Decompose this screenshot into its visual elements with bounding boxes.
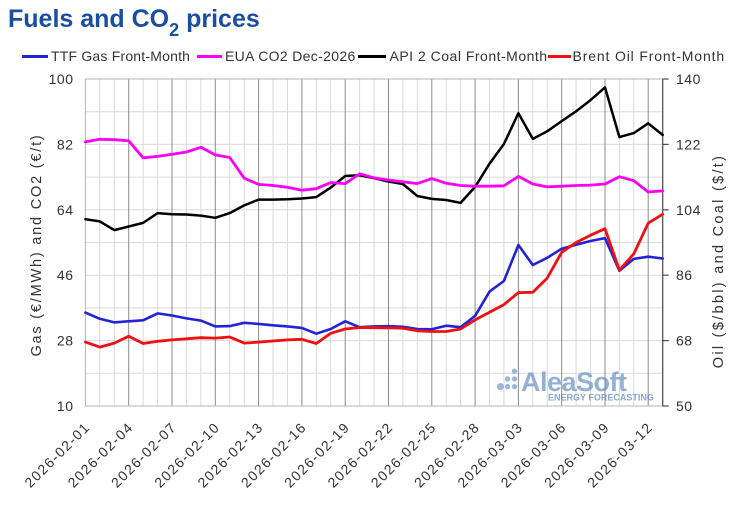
svg-text:86: 86 [676, 267, 693, 283]
svg-text:100: 100 [49, 71, 74, 87]
svg-text:68: 68 [676, 333, 693, 349]
svg-text:28: 28 [57, 333, 74, 349]
svg-text:82: 82 [57, 136, 74, 152]
svg-text:Oil ($/bbl) and Coal ($/t): Oil ($/bbl) and Coal ($/t) [711, 154, 727, 369]
svg-text:10: 10 [57, 398, 74, 414]
svg-text:64: 64 [57, 202, 74, 218]
svg-text:46: 46 [57, 267, 74, 283]
svg-text:50: 50 [676, 398, 693, 414]
svg-text:104: 104 [676, 202, 701, 218]
svg-text:ENERGY FORECASTING: ENERGY FORECASTING [548, 393, 654, 403]
svg-text:AleaSoft: AleaSoft [521, 367, 627, 397]
svg-text:140: 140 [676, 71, 701, 87]
svg-text:Gas (€/MWh) and CO2 (€/t): Gas (€/MWh) and CO2 (€/t) [29, 133, 45, 356]
svg-text:122: 122 [676, 136, 701, 152]
